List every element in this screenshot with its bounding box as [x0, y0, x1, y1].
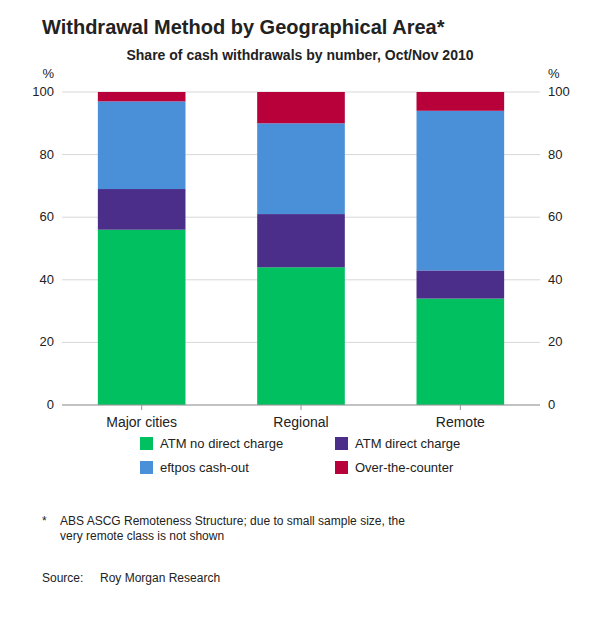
bar-segment [98, 189, 186, 230]
source-label: Source: [42, 571, 83, 585]
y-tick-label: 100 [32, 84, 54, 99]
subtitle: Share of cash withdrawals by number, Oct… [126, 47, 473, 63]
footnote-marker: * [42, 514, 47, 528]
x-tick [301, 405, 302, 410]
grid [62, 92, 540, 405]
legend: ATM no direct charge ATM direct charge eft… [140, 436, 460, 475]
text-line: very remote class is not shown [60, 529, 224, 543]
legend-swatch [335, 461, 348, 474]
y2-tick-label: 100 [548, 84, 570, 99]
y-tick-label: 0 [47, 397, 54, 412]
y-tick-label: 80 [40, 147, 54, 162]
y-tick-label: 20 [40, 334, 54, 349]
y2-axis-label: % [548, 66, 560, 81]
bar-segment [257, 267, 345, 405]
source: Roy Morgan Research [100, 571, 220, 585]
bar-segment [98, 101, 186, 189]
bar-segment [98, 230, 186, 405]
legend-swatch [335, 437, 348, 450]
text-line: ABS ASCG Remoteness Structure; due to sm… [60, 514, 405, 528]
legend-label: Over-the-counter [355, 460, 454, 475]
y-tick-label: 60 [40, 209, 54, 224]
y2-tick-label: 40 [548, 272, 562, 287]
bar-segment [257, 123, 345, 214]
y-tick-label: 40 [40, 272, 54, 287]
footnote: ABS ASCG Remoteness Structure; due to sm… [60, 514, 405, 543]
chart: Withdrawal Method by Geographical Area* S… [0, 0, 600, 620]
bars [98, 92, 504, 405]
x-tick-label: Regional [273, 414, 328, 430]
bar-segment [257, 92, 345, 123]
bar-segment [417, 270, 505, 298]
y2-tick-label: 80 [548, 147, 562, 162]
x-tick-label: Remote [436, 414, 485, 430]
y2-tick-label: 20 [548, 334, 562, 349]
bar-segment [417, 111, 505, 271]
x-tick-label: Major cities [106, 414, 177, 430]
legend-swatch [140, 437, 153, 450]
legend-label: ATM no direct charge [160, 436, 283, 451]
y2-tick-label: 0 [548, 397, 555, 412]
legend-label: eftpos cash-out [160, 460, 249, 475]
bar-segment [98, 92, 186, 101]
bar-segment [417, 92, 505, 111]
y-axis-label: % [42, 66, 54, 81]
bar-segment [417, 299, 505, 405]
legend-label: ATM direct charge [355, 436, 460, 451]
x-tick [460, 405, 461, 410]
x-tick [141, 405, 142, 410]
bar-segment [257, 214, 345, 267]
y2-tick-label: 60 [548, 209, 562, 224]
legend-swatch [140, 461, 153, 474]
title: Withdrawal Method by Geographical Area* [42, 16, 445, 38]
